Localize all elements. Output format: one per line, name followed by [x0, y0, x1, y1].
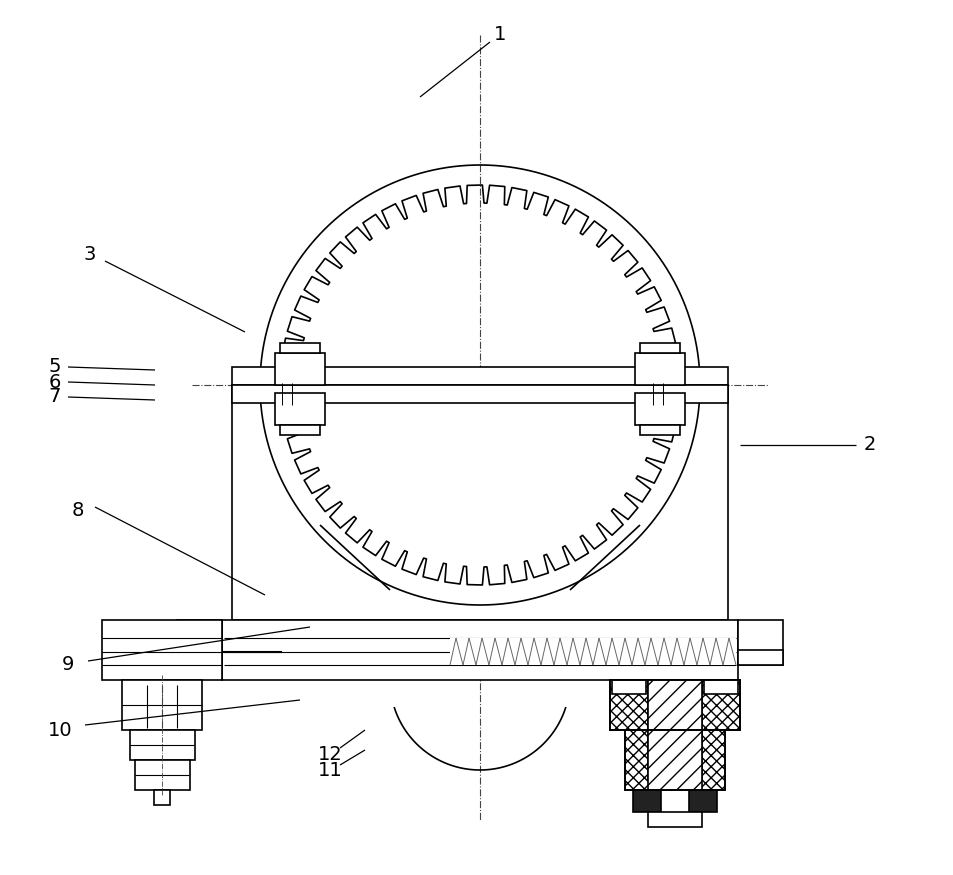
Bar: [102, 620, 222, 680]
Bar: [624, 730, 724, 790]
Text: 10: 10: [48, 720, 72, 739]
Bar: [701, 680, 740, 730]
Text: 5: 5: [49, 358, 61, 376]
Bar: [232, 367, 727, 385]
Bar: [688, 790, 717, 812]
Bar: [639, 343, 679, 353]
Text: 6: 6: [49, 373, 61, 391]
Bar: [635, 353, 684, 385]
Bar: [232, 385, 727, 620]
Bar: [280, 425, 319, 435]
Bar: [274, 393, 325, 425]
Text: 2: 2: [862, 436, 875, 454]
Bar: [135, 760, 190, 790]
Bar: [177, 620, 222, 665]
Text: 3: 3: [84, 246, 96, 264]
Bar: [639, 425, 679, 435]
Bar: [633, 790, 660, 812]
Text: 8: 8: [71, 500, 84, 520]
Bar: [130, 730, 194, 760]
Bar: [609, 680, 647, 730]
Bar: [232, 385, 727, 403]
Bar: [738, 620, 782, 665]
Bar: [647, 812, 701, 827]
Bar: [177, 650, 222, 665]
Text: 1: 1: [494, 25, 506, 45]
Bar: [450, 638, 735, 665]
Bar: [738, 650, 782, 665]
Bar: [647, 730, 701, 790]
Bar: [624, 730, 724, 790]
Bar: [609, 680, 740, 730]
Bar: [122, 680, 202, 730]
Bar: [280, 343, 319, 353]
Bar: [612, 680, 645, 694]
Text: 12: 12: [317, 746, 342, 765]
Text: 11: 11: [317, 760, 342, 780]
Bar: [647, 680, 701, 780]
Bar: [274, 353, 325, 385]
Text: 7: 7: [49, 388, 61, 407]
Bar: [703, 680, 738, 694]
Text: 9: 9: [62, 655, 74, 675]
Bar: [635, 393, 684, 425]
Bar: [153, 790, 170, 805]
Bar: [222, 620, 738, 680]
Bar: [609, 680, 740, 730]
